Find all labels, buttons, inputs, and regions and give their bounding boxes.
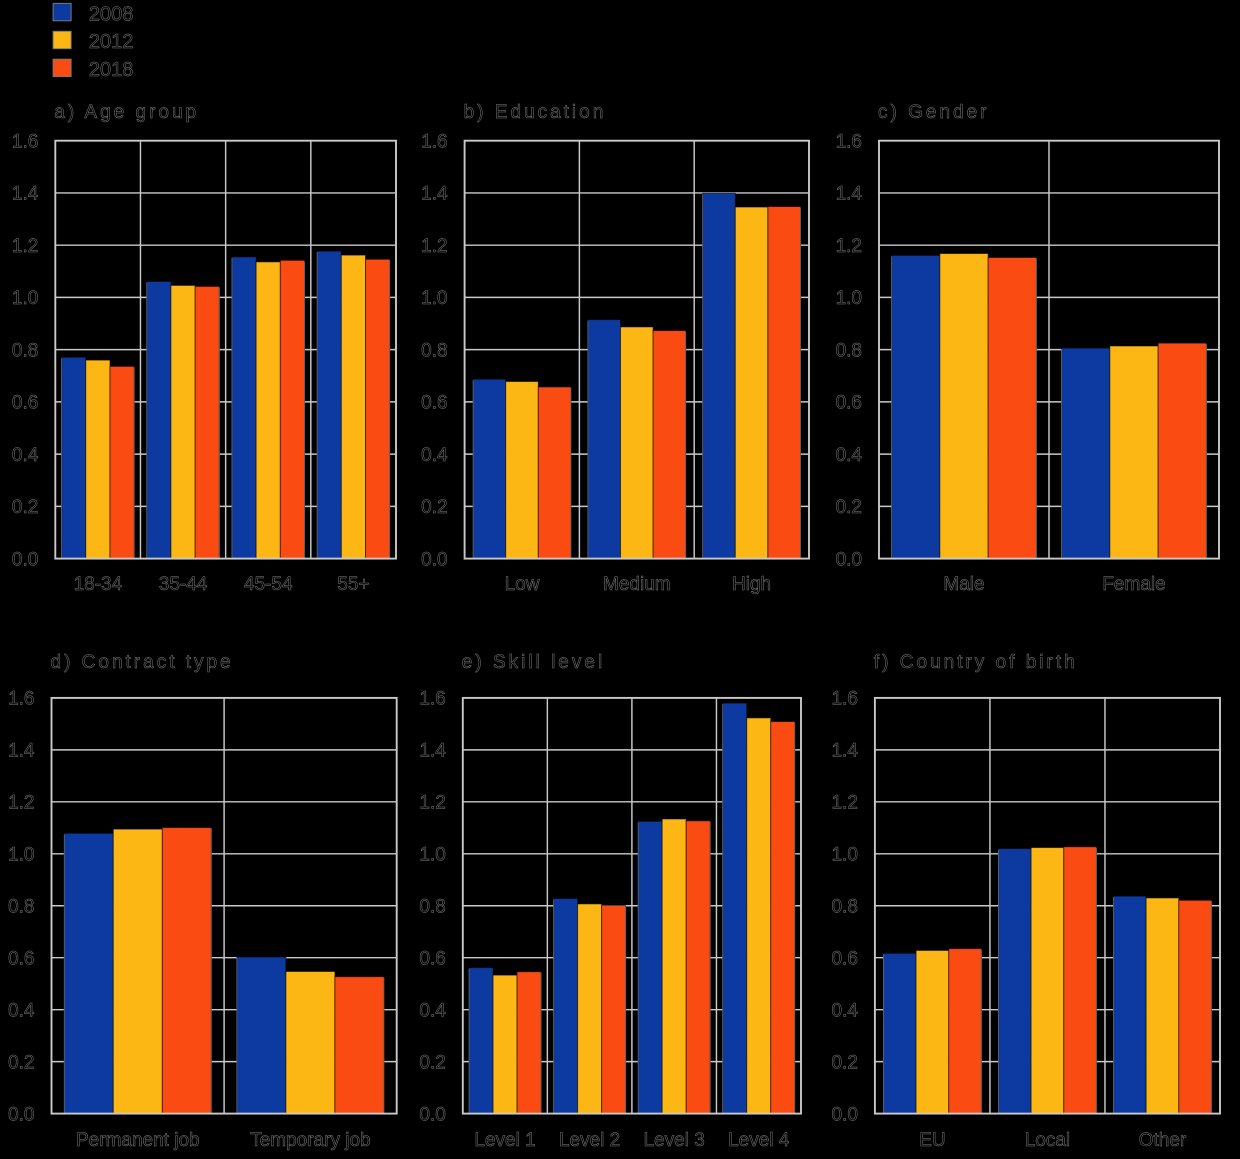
svg-text:0.6: 0.6 — [831, 948, 857, 969]
svg-text:0.4: 0.4 — [8, 1000, 35, 1021]
svg-text:Female: Female — [1102, 574, 1165, 595]
svg-text:0.6: 0.6 — [12, 393, 38, 414]
svg-text:f) Country of birth: f) Country of birth — [874, 652, 1078, 673]
svg-text:Local: Local — [1025, 1130, 1070, 1151]
svg-text:0.6: 0.6 — [421, 393, 447, 414]
svg-text:0.2: 0.2 — [419, 1052, 445, 1073]
svg-text:1.0: 1.0 — [8, 844, 34, 865]
svg-text:55+: 55+ — [337, 574, 369, 595]
svg-text:18-34: 18-34 — [74, 574, 123, 595]
svg-text:0.4: 0.4 — [831, 1000, 858, 1021]
svg-text:1.0: 1.0 — [421, 288, 447, 309]
svg-text:Medium: Medium — [603, 574, 671, 595]
svg-text:0.4: 0.4 — [12, 445, 39, 466]
svg-text:1.6: 1.6 — [831, 689, 857, 710]
svg-text:1.4: 1.4 — [421, 184, 448, 205]
svg-text:35-44: 35-44 — [159, 574, 208, 595]
svg-text:Permanent job: Permanent job — [76, 1130, 200, 1151]
svg-text:1.2: 1.2 — [12, 236, 38, 257]
svg-text:b) Education: b) Education — [464, 102, 607, 123]
svg-text:Male: Male — [943, 574, 984, 595]
svg-text:Temporary job: Temporary job — [250, 1130, 370, 1151]
svg-text:d) Contract type: d) Contract type — [51, 652, 234, 673]
svg-text:1.6: 1.6 — [8, 689, 34, 710]
svg-text:Other: Other — [1139, 1130, 1187, 1151]
svg-text:0.0: 0.0 — [8, 1104, 34, 1125]
svg-text:0.2: 0.2 — [836, 497, 862, 518]
svg-text:1.6: 1.6 — [12, 131, 38, 152]
svg-text:0.8: 0.8 — [419, 896, 445, 917]
svg-text:1.2: 1.2 — [831, 793, 857, 814]
svg-text:1.6: 1.6 — [421, 131, 447, 152]
svg-text:1.4: 1.4 — [831, 741, 858, 762]
svg-text:Level 3: Level 3 — [644, 1130, 705, 1151]
svg-text:c) Gender: c) Gender — [878, 102, 989, 123]
svg-text:0.8: 0.8 — [831, 896, 857, 917]
svg-text:EU: EU — [919, 1130, 945, 1151]
svg-text:1.0: 1.0 — [831, 844, 857, 865]
svg-text:0.2: 0.2 — [8, 1052, 34, 1073]
svg-text:45-54: 45-54 — [244, 574, 293, 595]
svg-text:1.4: 1.4 — [836, 184, 863, 205]
svg-text:Level 1: Level 1 — [474, 1130, 535, 1151]
svg-text:1.0: 1.0 — [836, 288, 862, 309]
svg-text:0.4: 0.4 — [419, 1000, 446, 1021]
svg-text:a) Age group: a) Age group — [54, 102, 199, 123]
svg-text:1.4: 1.4 — [8, 741, 35, 762]
svg-text:0.4: 0.4 — [836, 445, 863, 466]
svg-text:0.6: 0.6 — [836, 393, 862, 414]
svg-text:e) Skill level: e) Skill level — [462, 652, 605, 673]
svg-text:0.0: 0.0 — [12, 549, 38, 570]
svg-text:1.4: 1.4 — [12, 184, 39, 205]
svg-text:1.2: 1.2 — [421, 236, 447, 257]
svg-text:2018: 2018 — [89, 59, 133, 81]
svg-text:0.6: 0.6 — [8, 948, 34, 969]
svg-text:0.8: 0.8 — [836, 340, 862, 361]
svg-text:Level 4: Level 4 — [728, 1130, 790, 1151]
svg-text:0.0: 0.0 — [421, 549, 447, 570]
svg-text:0.0: 0.0 — [419, 1104, 445, 1125]
svg-text:High: High — [732, 574, 771, 595]
svg-text:2008: 2008 — [89, 3, 133, 25]
svg-text:0.6: 0.6 — [419, 948, 445, 969]
svg-text:1.6: 1.6 — [836, 131, 862, 152]
svg-text:0.8: 0.8 — [8, 896, 34, 917]
svg-text:Low: Low — [505, 574, 540, 595]
svg-text:0.2: 0.2 — [831, 1052, 857, 1073]
svg-text:0.8: 0.8 — [12, 340, 38, 361]
svg-text:0.2: 0.2 — [421, 497, 447, 518]
svg-text:0.2: 0.2 — [12, 497, 38, 518]
svg-text:1.2: 1.2 — [419, 793, 445, 814]
svg-text:0.0: 0.0 — [836, 549, 862, 570]
svg-text:1.6: 1.6 — [419, 689, 445, 710]
svg-text:0.4: 0.4 — [421, 445, 448, 466]
svg-text:1.0: 1.0 — [12, 288, 38, 309]
svg-text:1.2: 1.2 — [836, 236, 862, 257]
svg-text:0.8: 0.8 — [421, 340, 447, 361]
svg-text:1.2: 1.2 — [8, 793, 34, 814]
svg-text:1.4: 1.4 — [419, 741, 446, 762]
svg-text:0.0: 0.0 — [831, 1104, 857, 1125]
svg-text:2012: 2012 — [89, 31, 133, 53]
svg-text:1.0: 1.0 — [419, 844, 445, 865]
svg-text:Level 2: Level 2 — [559, 1130, 620, 1151]
